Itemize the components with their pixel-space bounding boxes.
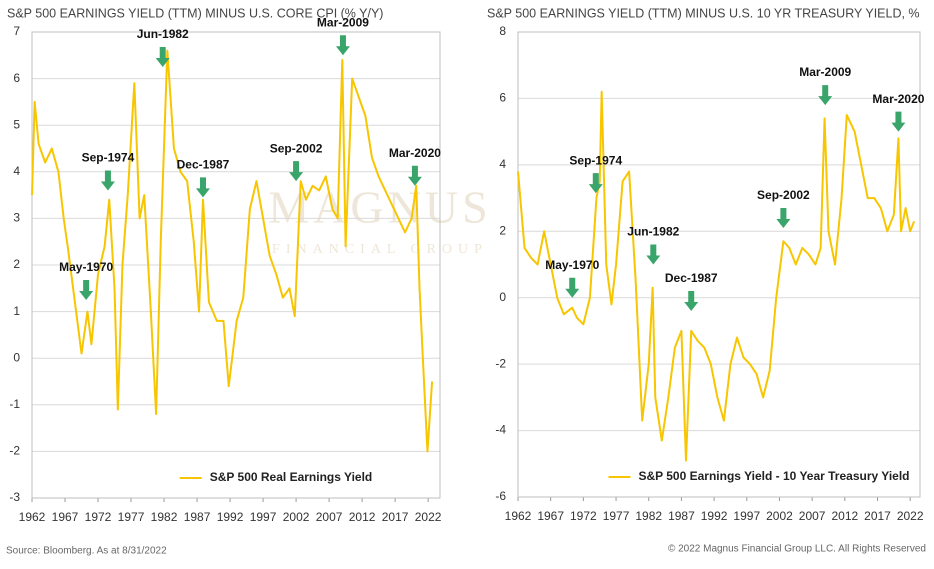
chart-title: S&P 500 EARNINGS YIELD (TTM) MINUS U.S. …	[7, 6, 383, 20]
annotation-arrow	[155, 46, 170, 67]
annotation-label: Mar-2020	[872, 92, 924, 106]
annotation-arrow	[289, 161, 304, 182]
annotation-label: Sep-2002	[757, 188, 810, 202]
y-tick-label: 7	[13, 24, 20, 38]
x-tick-label: 2012	[831, 509, 858, 523]
x-tick-label: 1992	[217, 510, 244, 524]
annotation-label: Sep-2002	[270, 141, 323, 155]
y-tick-label: -6	[495, 489, 506, 503]
annotation-label: May-1970	[545, 258, 599, 272]
x-tick-label: 2017	[864, 509, 891, 523]
x-tick-label: 1977	[118, 510, 145, 524]
annotation-arrow	[335, 35, 350, 56]
x-tick-label: 2007	[799, 509, 826, 523]
x-tick-label: 1997	[733, 509, 760, 523]
y-tick-label: -4	[495, 423, 506, 437]
legend-box	[175, 468, 377, 488]
y-tick-label: 0	[499, 290, 506, 304]
x-tick-label: 2017	[382, 510, 409, 524]
watermark-tagline: FINANCIAL GROUP	[272, 242, 488, 257]
legend-label: S&P 500 Real Earnings Yield	[210, 470, 373, 484]
y-tick-label: 4	[13, 164, 20, 178]
copyright-note: © 2022 Magnus Financial Group LLC. All R…	[668, 544, 926, 555]
annotation-arrow	[195, 177, 210, 198]
legend-box	[604, 467, 914, 487]
x-tick-label: 1982	[151, 510, 178, 524]
annotation-label: Mar-2020	[389, 146, 441, 160]
y-tick-label: -1	[9, 397, 20, 411]
y-tick-label: 1	[13, 304, 20, 318]
x-tick-label: 1982	[635, 509, 662, 523]
y-tick-label: -2	[9, 444, 20, 458]
y-tick-label: 4	[499, 157, 506, 171]
y-tick-label: 6	[499, 91, 506, 105]
x-tick-label: 2002	[766, 509, 793, 523]
plot-border	[31, 31, 441, 499]
annotation-arrow	[818, 85, 833, 106]
y-tick-label: -3	[9, 490, 20, 504]
y-tick-label: 3	[13, 211, 20, 225]
x-tick-label: 1962	[505, 509, 532, 523]
x-tick-label: 2007	[316, 510, 343, 524]
legend: S&P 500 Earnings Yield - 10 Year Treasur…	[604, 467, 914, 487]
y-tick-label: 8	[499, 24, 506, 38]
annotation-arrow	[100, 170, 115, 191]
x-tick-label: 1962	[19, 510, 46, 524]
annotation-arrow	[776, 207, 791, 228]
x-tick-label: 2022	[897, 509, 924, 523]
chart-title: S&P 500 EARNINGS YIELD (TTM) MINUS U.S. …	[487, 6, 920, 20]
annotation-arrow	[891, 111, 906, 132]
annotation-arrow	[646, 244, 661, 265]
x-tick-label: 1967	[537, 509, 564, 523]
y-tick-label: 2	[13, 257, 20, 271]
x-tick-label: 1997	[250, 510, 277, 524]
annotation-arrow	[684, 291, 699, 311]
x-tick-label: 2002	[283, 510, 310, 524]
annotation-arrow	[588, 173, 603, 194]
x-tick-label: 1992	[701, 509, 728, 523]
y-tick-label: 6	[13, 71, 20, 85]
x-tick-label: 1977	[603, 509, 630, 523]
legend: S&P 500 Real Earnings Yield	[175, 468, 377, 488]
annotation-label: Dec-1987	[665, 271, 718, 285]
data-line	[31, 49, 434, 453]
plot-border	[517, 31, 921, 498]
source-note: Source: Bloomberg. As at 8/31/2022	[6, 546, 167, 557]
x-tick-label: 1967	[52, 510, 79, 524]
annotation-arrow	[565, 277, 580, 298]
annotation-label: Mar-2009	[317, 15, 369, 29]
annotation-label: Sep-1974	[569, 153, 622, 167]
annotation-label: Dec-1987	[177, 158, 230, 172]
y-tick-label: 5	[13, 117, 20, 131]
data-line	[517, 90, 916, 462]
y-tick-label: -2	[495, 356, 506, 370]
annotation-label: Jun-1982	[627, 225, 679, 239]
x-tick-label: 1972	[570, 509, 597, 523]
x-tick-label: 1972	[85, 510, 112, 524]
annotation-arrow	[79, 279, 94, 300]
annotation-label: Jun-1982	[137, 27, 189, 41]
annotation-label: Mar-2009	[799, 65, 851, 79]
legend-label: S&P 500 Earnings Yield - 10 Year Treasur…	[638, 469, 909, 483]
y-tick-label: 0	[13, 350, 20, 364]
annotation-label: May-1970	[59, 260, 113, 274]
x-tick-label: 1987	[668, 509, 695, 523]
annotation-arrow	[407, 165, 422, 186]
x-tick-label: 2012	[349, 510, 376, 524]
x-tick-label: 1987	[184, 510, 211, 524]
watermark-name: MAGNUS	[268, 182, 491, 233]
y-tick-label: 2	[499, 223, 506, 237]
x-tick-label: 2022	[415, 510, 442, 524]
annotation-label: Sep-1974	[82, 151, 135, 165]
